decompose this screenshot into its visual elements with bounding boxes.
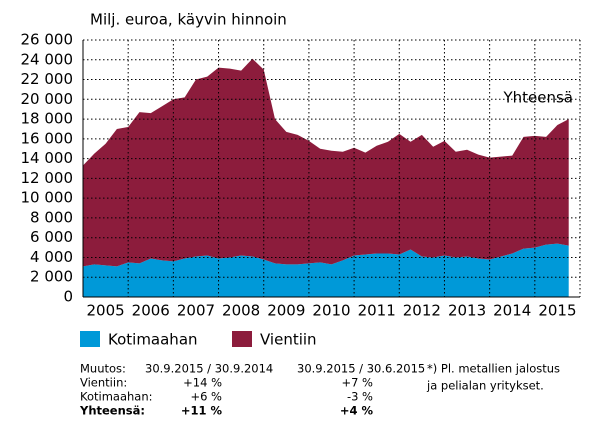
table-cell: Vientiin:	[80, 376, 127, 390]
footnote: *) Pl. metallien jalostus	[427, 362, 560, 376]
x-tick-label: 2014	[493, 302, 531, 320]
legend-label: Vientiin	[260, 331, 317, 349]
table-cell: Kotimaahan:	[80, 390, 153, 404]
y-tick-label: 6 000	[30, 228, 73, 246]
annotation: Yhteensä	[502, 89, 573, 107]
x-tick-label: 2007	[177, 302, 215, 320]
y-tick-label: 14 000	[21, 149, 74, 167]
x-tick-label: 2013	[448, 302, 486, 320]
table-cell: +14 %	[183, 376, 222, 390]
y-tick-label: 24 000	[21, 50, 74, 68]
y-tick-label: 8 000	[30, 208, 73, 226]
legend-label: Kotimaahan	[108, 331, 198, 349]
table-cell: +6 %	[190, 390, 222, 404]
table-cell: 30.9.2015 / 30.9.2014	[145, 362, 273, 376]
y-tick-label: 12 000	[21, 169, 74, 187]
x-tick-label: 2010	[312, 302, 350, 320]
x-tick-label: 2006	[132, 302, 170, 320]
footnote: ja pelialan yritykset.	[426, 379, 544, 393]
x-tick-label: 2005	[86, 302, 124, 320]
x-tick-label: 2009	[267, 302, 305, 320]
y-tick-label: 20 000	[21, 90, 74, 108]
x-tick-label: 2011	[358, 302, 396, 320]
chart-title: Milj. euroa, käyvin hinnoin	[90, 11, 287, 29]
table-cell: +4 %	[340, 404, 374, 418]
table-cell: +11 %	[181, 404, 223, 418]
area	[83, 58, 569, 267]
y-tick-label: 10 000	[21, 189, 74, 207]
legend-swatch	[80, 331, 100, 347]
y-tick-label: 18 000	[21, 110, 74, 128]
y-tick-label: 16 000	[21, 129, 74, 147]
y-tick-label: 4 000	[30, 248, 73, 266]
table-cell: 30.9.2015 / 30.6.2015	[297, 362, 425, 376]
x-tick-label: 2015	[538, 302, 576, 320]
table-cell: Muutos:	[80, 362, 126, 376]
legend-swatch	[232, 331, 252, 347]
x-tick-label: 2012	[403, 302, 441, 320]
table-cell: Yhteensä:	[79, 404, 145, 418]
y-tick-label: 2 000	[30, 268, 73, 286]
table-cell: -3 %	[347, 390, 373, 404]
y-tick-label: 0	[63, 288, 73, 306]
x-tick-label: 2008	[222, 302, 260, 320]
y-tick-label: 22 000	[21, 70, 74, 88]
y-tick-label: 26 000	[21, 31, 74, 49]
table-cell: +7 %	[341, 376, 373, 390]
